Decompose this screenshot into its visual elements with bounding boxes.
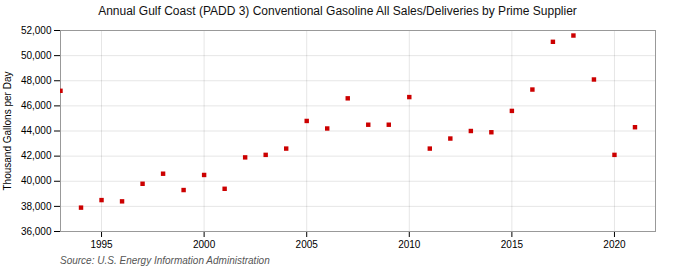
html-text:Annual Gulf Coast (PADD 3) Con: Annual Gulf Coast (PADD 3) Conventional … <box>98 4 577 18</box>
svg-text:38,000: 38,000 <box>21 201 52 212</box>
svg-text:1995: 1995 <box>90 239 113 250</box>
svg-text:36,000: 36,000 <box>21 226 52 237</box>
svg-text:44,000: 44,000 <box>21 125 52 136</box>
svg-text:48,000: 48,000 <box>21 75 52 86</box>
svg-text:2005: 2005 <box>296 239 319 250</box>
svg-text:46,000: 46,000 <box>21 100 52 111</box>
svg-text:2020: 2020 <box>603 239 626 250</box>
svg-text:2000: 2000 <box>193 239 216 250</box>
svg-text:2010: 2010 <box>398 239 421 250</box>
svg-text:42,000: 42,000 <box>21 150 52 161</box>
svg-text:50,000: 50,000 <box>21 50 52 61</box>
svg-text:40,000: 40,000 <box>21 175 52 186</box>
svg-text:52,000: 52,000 <box>21 25 52 36</box>
html-text:Source: U.S. Energy Informatio: Source: U.S. Energy Information Administ… <box>60 255 270 266</box>
svg-text:Thousand Gallons per Day: Thousand Gallons per Day <box>2 72 13 191</box>
svg-text:2015: 2015 <box>501 239 524 250</box>
